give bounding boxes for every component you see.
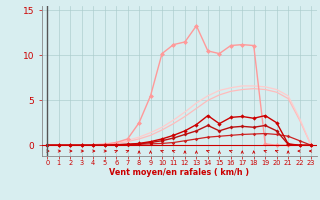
X-axis label: Vent moyen/en rafales ( km/h ): Vent moyen/en rafales ( km/h ) xyxy=(109,168,249,177)
